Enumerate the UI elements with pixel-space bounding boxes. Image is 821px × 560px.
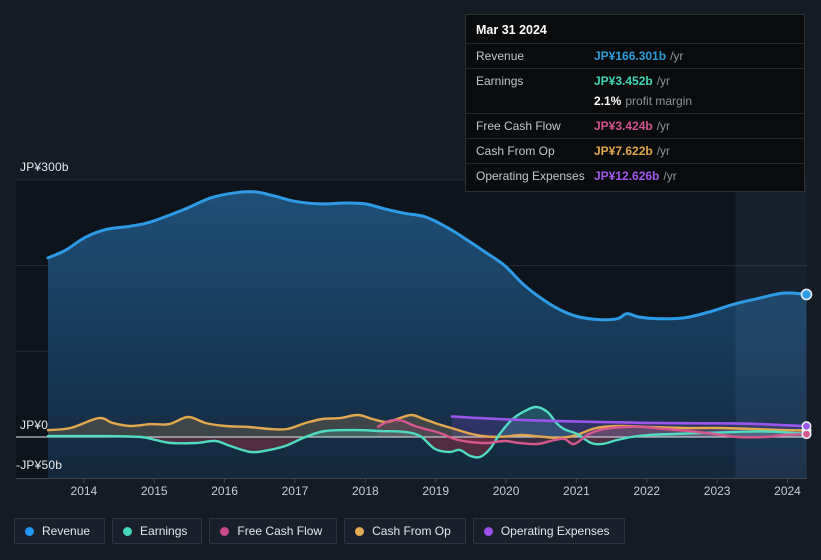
tooltip-label: Cash From Op [476,144,555,158]
x-axis-year-label: 2020 [492,484,520,498]
tooltip-suffix: /yr [670,49,684,63]
legend-label: Revenue [42,524,91,538]
x-axis-year-label: 2024 [774,484,801,498]
free-cash-flow-line [376,418,808,446]
tooltip-row-cash-from-op: Cash From Op JP¥7.622b /yr [466,138,804,161]
tooltip-suffix: /yr [656,144,671,158]
series-color-dot [25,526,34,536]
earnings-line [46,405,808,459]
tooltip-row-operating-expenses: Operating Expenses JP¥12.626b /yr [466,163,804,186]
tooltip-row-revenue: Revenue JP¥166.301b /yr [466,46,804,66]
earnings-area-negative [48,437,807,458]
hover-tooltip: Mar 31 2024 Revenue JP¥166.301b /yr Earn… [465,14,805,192]
tooltip-value: 2.1% [594,94,622,108]
tooltip-date: Mar 31 2024 [466,15,804,44]
tooltip-row-profit-margin: 2.1% profit margin [466,91,804,111]
tooltip-label: Revenue [476,49,525,63]
tooltip-value: JP¥12.626b [594,169,660,183]
x-axis-year-label: 2017 [281,484,309,498]
earnings-area-positive [48,406,807,437]
tooltip-suffix: /yr [663,169,677,183]
x-axis-year-label: 2021 [563,484,590,498]
tooltip-row-earnings: Earnings JP¥3.452b /yr [466,68,804,91]
legend-item-operating-expenses[interactable]: Operating Expenses [472,518,625,544]
x-axis-year-label: 2016 [211,484,238,498]
legend-label: Operating Expenses [500,524,610,538]
x-axis-year-label: 2019 [422,484,450,498]
revenue-area [48,191,807,479]
y-axis-label-neg50: -JP¥50b [16,458,63,472]
series-color-dot [355,526,365,536]
tooltip-value: JP¥3.424b [594,119,653,133]
y-axis-label-300b: JP¥300b [20,160,69,174]
tooltip-row-free-cash-flow: Free Cash Flow JP¥3.424b /yr [466,113,804,136]
x-axis-year-label: 2022 [633,484,661,498]
x-axis-year-label: 2023 [703,484,731,498]
tooltip-value: JP¥3.452b [594,74,653,88]
tooltip-label: Free Cash Flow [476,119,561,133]
x-axis-year-label: 2015 [140,484,168,498]
series-color-dot [123,526,133,536]
tooltip-label: Earnings [476,74,524,88]
revenue-line [46,190,808,322]
tooltip-label: Operating Expenses [476,169,585,183]
operating-expenses-line [450,415,808,428]
tooltip-value: JP¥166.301b [594,49,667,63]
tooltip-suffix: /yr [656,74,671,88]
x-axis-year-label: 2014 [70,484,98,498]
tooltip-suffix: profit margin [625,94,693,108]
revenue-endpoint-marker [800,288,813,301]
legend-label: Cash From Op [372,524,451,538]
legend-label: Earnings [140,524,188,538]
legend-item-earnings[interactable]: Earnings [112,518,203,544]
series-color-dot [483,526,493,536]
chart-legend: Revenue Earnings Free Cash Flow Cash Fro… [14,518,625,544]
cash-from-op-area-positive [48,414,807,437]
x-axis-year-label: 2018 [351,484,379,498]
legend-item-cash-from-op[interactable]: Cash From Op [344,518,466,544]
tooltip-suffix: /yr [656,119,671,133]
legend-label: Free Cash Flow [237,524,323,538]
y-axis-label-zero: JP¥0 [20,418,49,432]
legend-item-free-cash-flow[interactable]: Free Cash Flow [209,518,338,544]
operating-expenses-endpoint-marker [801,421,812,432]
legend-item-revenue[interactable]: Revenue [14,518,106,544]
series-color-dot [220,526,230,536]
tooltip-value: JP¥7.622b [594,144,653,158]
cash-from-op-line [46,413,808,440]
